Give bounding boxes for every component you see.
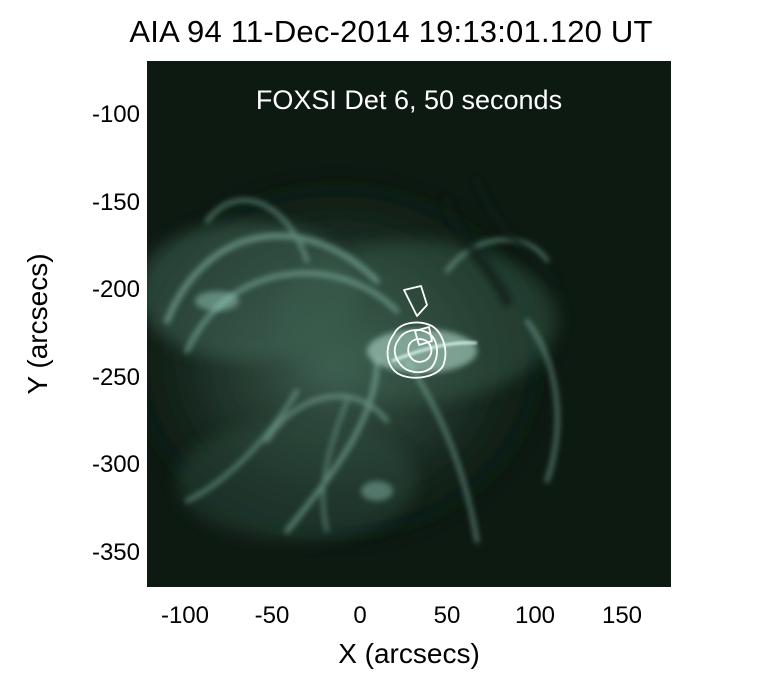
x-tick-label: 50 <box>433 602 461 629</box>
y-tick-label: -300 <box>91 451 140 478</box>
y-tick-label: -350 <box>91 539 140 566</box>
x-tick-label: 100 <box>514 602 556 629</box>
x-tick-label: 150 <box>601 602 643 629</box>
detector-annotation: FOXSI Det 6, 50 seconds <box>255 85 563 115</box>
y-tick-label: -250 <box>91 364 140 391</box>
image-title: AIA 94 11-Dec-2014 19:13:01.120 UT <box>129 14 653 49</box>
solar-emission-image <box>147 61 671 587</box>
x-axis-label: X (arcsecs) <box>338 638 480 669</box>
x-tick-label: -50 <box>254 602 290 629</box>
foxsi-contours <box>386 285 447 379</box>
x-tick-label: -100 <box>160 602 210 629</box>
solar-image-panel: FOXSI Det 6, 50 seconds <box>147 61 671 587</box>
y-tick-label: -100 <box>91 101 140 128</box>
y-axis-label: Y (arcsecs) <box>22 253 53 395</box>
y-tick-label: -200 <box>91 276 140 303</box>
x-tick-label: 0 <box>353 602 367 629</box>
y-tick-label: -150 <box>91 189 140 216</box>
